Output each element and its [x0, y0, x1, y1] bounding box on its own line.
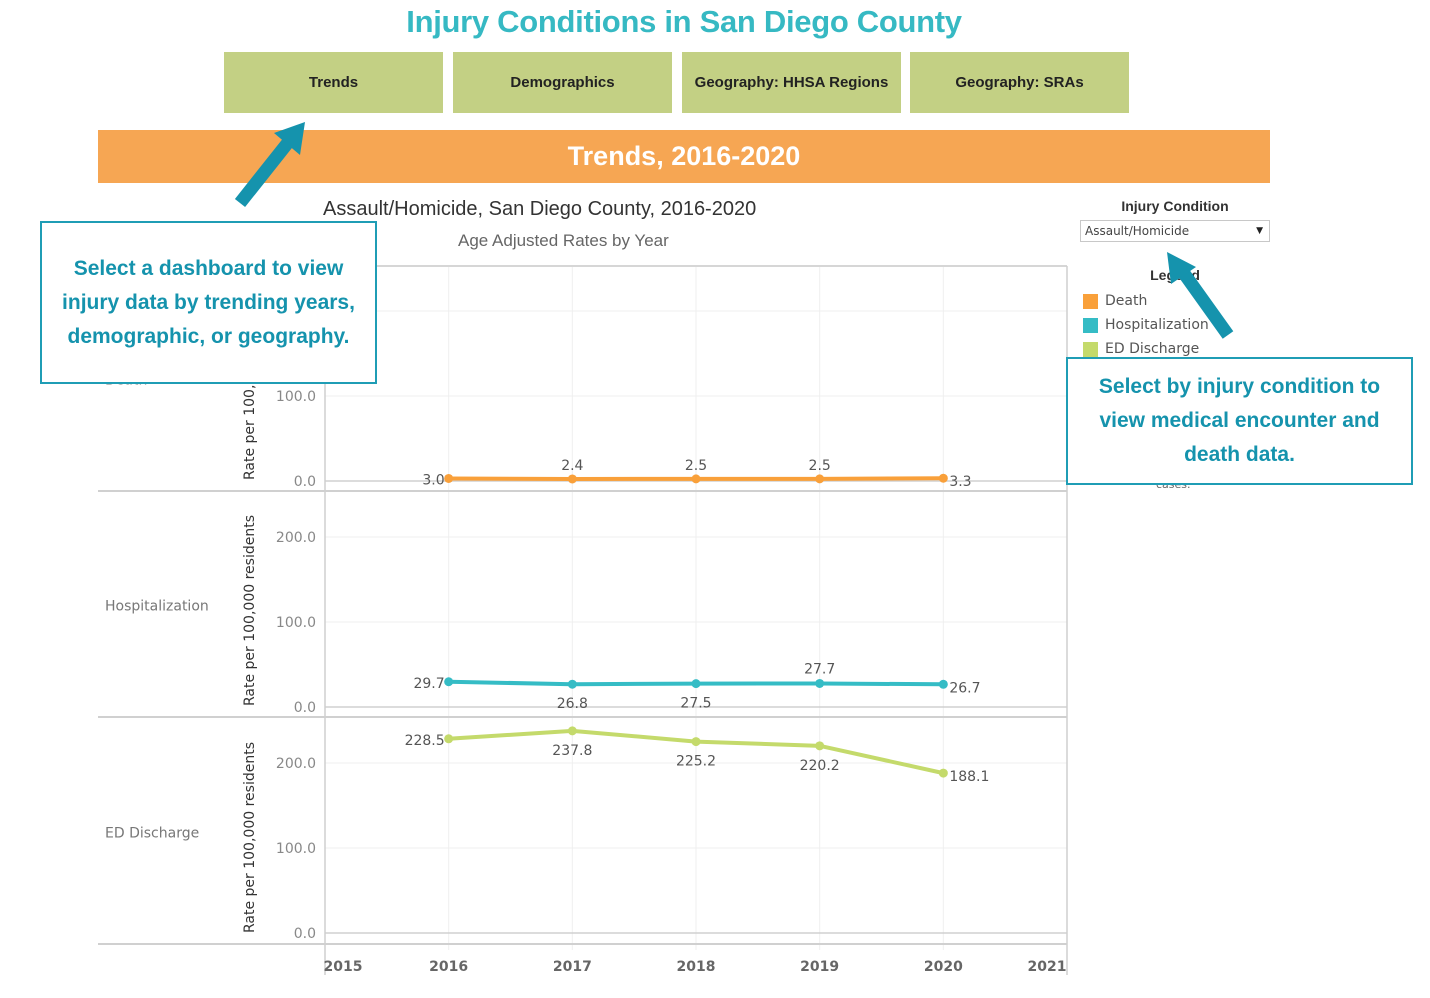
legend-item-death[interactable]: Death: [1083, 291, 1147, 311]
x-tick-label: 2021: [1028, 959, 1067, 975]
data-label: 220.2: [800, 758, 840, 774]
injury-condition-dropdown[interactable]: Assault/Homicide ▼: [1080, 220, 1270, 242]
data-point: [815, 741, 825, 751]
chevron-down-icon: ▼: [1256, 226, 1263, 236]
data-point: [815, 474, 825, 484]
injury-condition-label: Injury Condition: [1121, 198, 1229, 214]
y-tick-label: 200.0: [276, 756, 316, 772]
legend-item-ed-discharge[interactable]: ED Discharge: [1083, 339, 1199, 359]
data-point: [444, 734, 454, 744]
y-axis-title: Rate per 100,000 residents: [242, 515, 258, 706]
chart-title: Assault/Homicide, San Diego County, 2016…: [323, 198, 757, 220]
injury-condition-value: Assault/Homicide: [1085, 224, 1190, 238]
x-tick-label: 2018: [677, 959, 716, 975]
callout-dashboard-help: Select a dashboard to view injury data b…: [40, 221, 377, 384]
data-label: 27.5: [680, 696, 711, 712]
x-tick-label: 2020: [924, 959, 963, 975]
data-point: [938, 473, 948, 483]
y-tick-label: 0.0: [294, 700, 316, 716]
data-label: 27.7: [804, 661, 835, 677]
legend-label: ED Discharge: [1105, 341, 1200, 357]
data-label: 3.3: [949, 474, 971, 490]
data-point: [691, 679, 701, 689]
data-label: 2.5: [685, 458, 707, 474]
data-point: [938, 679, 948, 689]
legend-swatch-death: [1083, 293, 1098, 309]
data-label: 3.0: [422, 472, 444, 488]
data-label: 225.2: [676, 754, 716, 770]
y-axis-title: Rate per 100,000 residents: [242, 742, 258, 933]
data-label: 26.7: [949, 680, 980, 696]
data-label: 2.5: [809, 458, 831, 474]
y-tick-label: 100.0: [276, 615, 316, 631]
x-tick-label: 2019: [800, 959, 839, 975]
chart-subtitle: Age Adjusted Rates by Year: [458, 231, 669, 250]
nav-button-geography-hhsa[interactable]: Geography: HHSA Regions: [682, 52, 901, 113]
y-tick-label: 200.0: [276, 530, 316, 546]
nav-button-demographics[interactable]: Demographics: [453, 52, 672, 113]
data-point: [444, 677, 454, 687]
data-point: [938, 768, 948, 778]
y-tick-label: 100.0: [276, 841, 316, 857]
chart-series: [444, 473, 948, 778]
dashboard-title: Injury Conditions in San Diego County: [406, 4, 962, 39]
section-banner-title: Trends, 2016-2020: [567, 141, 801, 171]
chart-grid: [325, 266, 1067, 950]
data-point: [444, 473, 454, 483]
callout-condition-help-text: Select by injury condition to view medic…: [1098, 375, 1381, 466]
y-tick-label: 0.0: [294, 926, 316, 942]
callout-condition-help: Select by injury condition to view medic…: [1066, 357, 1413, 485]
data-point: [567, 474, 577, 484]
legend-swatch-ed-discharge: [1083, 341, 1098, 357]
data-point: [567, 726, 577, 736]
callout-dashboard-help-text: Select a dashboard to view injury data b…: [62, 256, 355, 348]
data-label: 2.4: [561, 458, 583, 474]
data-label: 188.1: [949, 769, 989, 785]
data-label: 29.7: [413, 676, 444, 692]
legend-swatch-hospitalization: [1083, 317, 1098, 333]
data-label: 26.8: [557, 696, 588, 712]
row-label-hospitalization: Hospitalization: [105, 599, 209, 615]
y-tick-label: 0.0: [294, 474, 316, 490]
data-point: [815, 678, 825, 688]
x-tick-label: 2015: [324, 959, 363, 975]
data-point: [567, 679, 577, 689]
data-point: [691, 474, 701, 484]
nav-button-trends[interactable]: Trends: [224, 52, 443, 113]
data-point: [691, 737, 701, 747]
data-label: 237.8: [552, 743, 592, 759]
y-tick-label: 100.0: [276, 389, 316, 405]
row-label-ed-discharge: ED Discharge: [105, 826, 199, 842]
x-tick-label: 2017: [553, 959, 592, 975]
nav-button-geography-sras[interactable]: Geography: SRAs: [910, 52, 1129, 113]
chart-labels: 2015 2016 2017 2018 2019 2020 2021 0.0 100.0 Rate…: [105, 289, 1066, 975]
legend-label: Death: [1105, 293, 1148, 309]
data-label: 228.5: [405, 733, 445, 749]
x-tick-label: 2016: [429, 959, 468, 975]
